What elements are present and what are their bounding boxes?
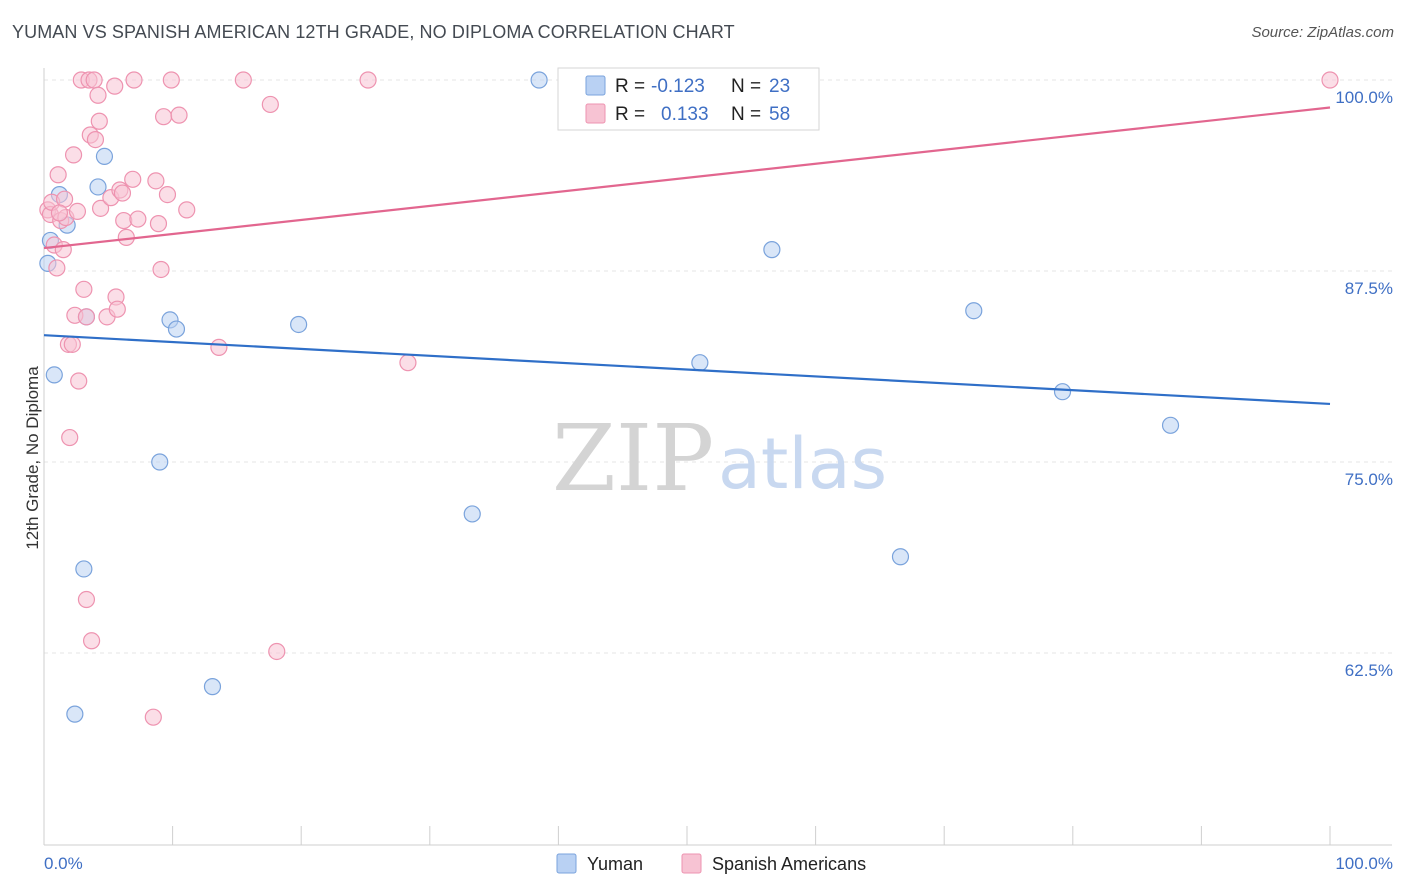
legend-n-value-yuman: 23 — [769, 76, 790, 97]
yuman-point — [891, 548, 910, 566]
spanish-american-point — [115, 211, 133, 230]
spanish-american-point — [86, 130, 105, 149]
spanish-american-point — [82, 632, 101, 650]
legend-n-label-spanish: N = — [731, 104, 761, 125]
spanish-american-point — [144, 708, 162, 726]
spanish-american-point — [48, 259, 66, 277]
y-tick-label: 62.5% — [1345, 661, 1393, 680]
yuman-point — [763, 241, 781, 259]
yuman-point — [75, 560, 93, 578]
axes — [43, 68, 1392, 846]
spanish-american-point — [54, 241, 72, 259]
spanish-american-point — [68, 202, 87, 221]
yuman-point — [45, 366, 63, 384]
spanish-american-point — [152, 260, 170, 279]
y-tick-label: 100.0% — [1335, 88, 1393, 107]
spanish-american-point — [129, 210, 147, 228]
yuman-point — [1053, 383, 1072, 401]
spanish-american-point — [63, 335, 81, 353]
yuman-point — [691, 354, 709, 372]
watermark-zip: ZIP — [552, 405, 714, 512]
y-tick-labels: 62.5% 75.0% 87.5% 100.0% — [1335, 88, 1393, 680]
yuman-point — [463, 505, 481, 523]
legend-n-value-spanish: 58 — [769, 104, 790, 125]
spanish-american-point — [64, 146, 83, 164]
yuman-point — [151, 453, 169, 471]
spanish-american-point — [85, 71, 103, 89]
spanish-american-point — [125, 71, 143, 89]
data-points — [39, 71, 1339, 726]
correlation-legend: R = -0.123 N = 23 R = 0.133 N = 58 — [557, 67, 820, 131]
spanish-american-point — [77, 308, 96, 326]
yuman-point — [95, 147, 114, 165]
yuman-trend-line — [43, 334, 1331, 406]
spanish-american-point — [61, 428, 79, 447]
legend-r-value-spanish: 0.133 — [661, 104, 709, 125]
yuman-point — [203, 678, 222, 696]
spanish-american-point — [261, 95, 279, 114]
trend-lines — [43, 106, 1331, 406]
spanish-american-point — [149, 215, 168, 233]
x-tick-label-max: 100.0% — [1335, 854, 1393, 873]
spanish-american-point — [77, 590, 96, 609]
spanish-american-point — [170, 106, 188, 124]
spanish-american-point — [90, 112, 108, 130]
y-axis-label: 12th Grade, No Diploma — [23, 366, 42, 550]
source-label: Source: ZipAtlas.com — [1251, 24, 1394, 41]
spanish-american-point — [91, 199, 110, 217]
spanish-american-point — [50, 204, 69, 222]
spanish-american-point — [162, 71, 180, 89]
spanish-american-trend-line — [43, 106, 1331, 250]
legend-r-label-spanish: R = — [615, 104, 645, 125]
spanish-american-point — [70, 372, 88, 390]
yuman-point — [1161, 416, 1180, 434]
spanish-american-point — [234, 71, 252, 89]
legend-r-label-yuman: R = — [615, 76, 645, 97]
chart-title: YUMAN VS SPANISH AMERICAN 12TH GRADE, NO… — [12, 22, 735, 42]
spanish-american-point — [210, 338, 228, 356]
bottom-legend-label-spanish: Spanish Americans — [712, 854, 866, 874]
spanish-american-point — [399, 354, 417, 372]
gridlines — [44, 79, 1392, 654]
legend-swatch-yuman — [585, 75, 606, 96]
yuman-point — [89, 178, 107, 196]
yuman-point — [290, 315, 308, 334]
yuman-point — [66, 705, 84, 723]
spanish-american-point — [359, 71, 377, 89]
legend-r-value-yuman: -0.123 — [651, 76, 705, 97]
bottom-legend-label-yuman: Yuman — [587, 854, 643, 874]
yuman-point — [965, 302, 983, 320]
spanish-american-point — [268, 642, 286, 661]
spanish-american-point — [89, 86, 107, 104]
spanish-american-point — [158, 186, 177, 204]
yuman-point — [530, 71, 548, 89]
watermark-atlas: atlas — [718, 423, 887, 505]
bottom-legend-swatch-spanish — [681, 853, 702, 874]
spanish-american-point — [147, 172, 165, 190]
y-tick-label: 75.0% — [1345, 470, 1393, 489]
spanish-american-point — [106, 77, 124, 95]
legend-n-label-yuman: N = — [731, 76, 761, 97]
spanish-american-point — [154, 108, 173, 126]
spanish-american-point — [178, 201, 196, 219]
spanish-american-point — [124, 170, 142, 188]
series-legend: Yuman Spanish Americans — [556, 853, 866, 874]
spanish-american-point — [75, 280, 93, 298]
x-tick-label-min: 0.0% — [44, 854, 83, 873]
spanish-american-point — [1321, 71, 1339, 89]
legend-swatch-spanish — [585, 103, 606, 124]
y-tick-label: 87.5% — [1345, 279, 1393, 298]
spanish-american-point — [108, 300, 126, 318]
x-tick-labels: 0.0% 100.0% — [44, 854, 1393, 873]
yuman-point — [167, 320, 186, 338]
spanish-american-point — [49, 166, 67, 184]
spanish-american-point — [113, 184, 132, 202]
bottom-legend-swatch-yuman — [556, 853, 577, 874]
